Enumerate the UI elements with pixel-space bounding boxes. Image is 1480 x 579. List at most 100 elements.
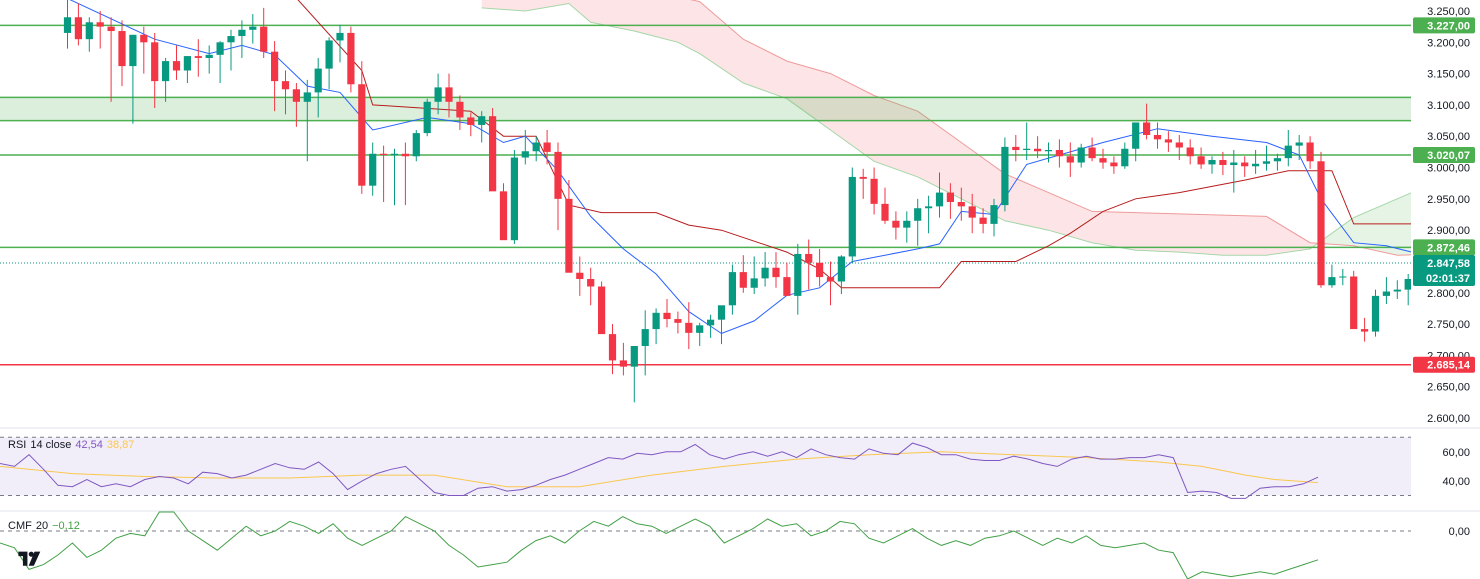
candle-body	[369, 153, 377, 186]
candle-body	[794, 253, 802, 296]
candle-body	[1023, 148, 1031, 151]
rsi-legend[interactable]: RSI 14 close 42,54 38,87	[8, 439, 138, 451]
rsi-title: RSI	[8, 439, 27, 451]
candle-87	[1012, 134, 1020, 162]
candle-body	[216, 42, 224, 55]
candle-116	[1328, 264, 1336, 288]
candle-113	[1295, 134, 1303, 161]
candle-body	[707, 319, 715, 326]
candle-103	[1186, 139, 1194, 165]
candle-80	[935, 172, 944, 218]
candle-body	[521, 151, 529, 158]
level-tag-label: 2.685,14	[1427, 360, 1471, 372]
level-tag-label: 3.020,07	[1427, 150, 1470, 162]
candle-body	[1219, 160, 1227, 166]
candle-13	[205, 45, 213, 74]
candle-102	[1175, 134, 1183, 161]
candle-63	[750, 256, 758, 295]
candle-body	[816, 262, 824, 278]
candle-body	[1371, 295, 1380, 332]
candle-77	[903, 211, 911, 243]
candle-7	[140, 26, 148, 74]
level-tag-label: 2.872,46	[1427, 242, 1470, 254]
rsi-pane: 60,00 40,00	[0, 427, 1480, 499]
price-tick-label: 2.750,00	[1427, 319, 1470, 331]
candle-23	[314, 57, 322, 118]
candle-body	[194, 56, 202, 58]
cmf-title: CMF	[8, 520, 32, 532]
candle-20	[281, 70, 290, 115]
candle-body	[1186, 147, 1194, 157]
candle-body	[1044, 150, 1053, 152]
candle-18	[260, 7, 268, 58]
candle-64	[761, 252, 769, 287]
candle-body	[957, 201, 965, 207]
candle-5	[118, 20, 126, 87]
zone-fill	[0, 97, 1411, 121]
candle-82	[957, 187, 965, 221]
candle-75	[881, 187, 889, 224]
candle-body	[1088, 147, 1096, 159]
candle-51	[619, 342, 627, 376]
candle-body	[925, 206, 933, 209]
candle-26	[347, 26, 355, 93]
candle-112	[1284, 129, 1292, 167]
tradingview-logo-icon[interactable]	[17, 549, 43, 567]
candle-body	[478, 116, 486, 125]
horizontal-levels[interactable]	[0, 24, 1411, 366]
candle-body	[205, 54, 213, 58]
candle-body	[140, 34, 148, 43]
axis-background	[1411, 0, 1480, 579]
candle-body	[619, 360, 627, 367]
candle-14	[216, 41, 224, 84]
rsi-band	[0, 437, 1411, 496]
candle-body	[1175, 142, 1183, 148]
candle-body	[1012, 146, 1020, 151]
candle-body	[1306, 142, 1314, 162]
candle-85	[990, 198, 998, 237]
price-axis[interactable]: 3.250,00 3.200,00 3.150,00 3.100,00 3.050,00…	[1411, 0, 1480, 579]
candle-0	[63, 0, 72, 49]
candle-12	[194, 39, 202, 77]
candle-25	[336, 24, 344, 63]
candle-body	[151, 42, 159, 82]
candle-55	[663, 299, 671, 328]
rsi-line	[0, 442, 1319, 499]
price-tick-label: 3.250,00	[1427, 6, 1470, 18]
candle-body	[1230, 162, 1238, 166]
candle-89	[1034, 136, 1042, 159]
candle-body	[1077, 147, 1085, 163]
candle-body	[172, 61, 181, 71]
cmf-tick-label: 0,00	[1449, 526, 1470, 538]
candle-body	[63, 17, 72, 33]
candle-42	[521, 129, 529, 165]
candle-body	[630, 345, 638, 367]
candle-body	[107, 26, 115, 32]
candle-body	[859, 176, 867, 179]
candle-body	[1404, 278, 1412, 290]
cmf-legend[interactable]: CMF 20 −0,12	[8, 520, 84, 532]
candle-body	[1034, 148, 1042, 152]
candle-body	[85, 22, 93, 40]
candle-body	[281, 81, 290, 90]
candle-body	[914, 208, 922, 221]
cloud-segment-0	[481, 0, 1316, 256]
candle-body	[489, 116, 497, 192]
level-tag-2	[1413, 239, 1475, 256]
candle-37	[467, 112, 475, 137]
candle-1	[74, 3, 82, 46]
price-tick-label: 2.600,00	[1427, 413, 1470, 425]
candle-body	[260, 26, 268, 52]
candle-body	[805, 253, 813, 263]
candle-32	[412, 129, 420, 162]
candle-76	[892, 211, 900, 240]
candle-3	[96, 11, 104, 49]
price-tick-label: 2.900,00	[1427, 225, 1470, 237]
candle-body	[587, 278, 595, 287]
candle-69	[816, 248, 824, 287]
candle-body	[303, 92, 311, 102]
candle-body	[543, 142, 551, 152]
candle-47	[576, 256, 584, 296]
candle-44	[543, 129, 551, 165]
